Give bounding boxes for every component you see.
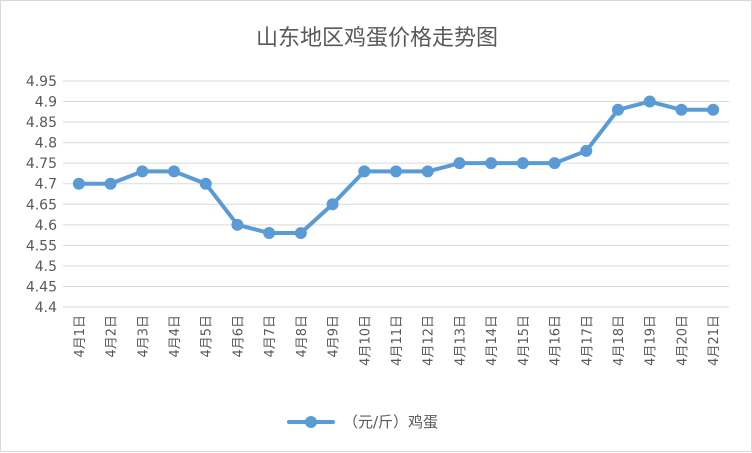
- x-tick-label: 4月12日: [422, 315, 437, 366]
- y-tick-label: 4.6: [35, 218, 57, 234]
- x-tick-label: 4月4日: [168, 315, 183, 358]
- data-point: [485, 157, 498, 170]
- legend: （元/斤）鸡蛋: [287, 413, 438, 431]
- y-tick-label: 4.55: [26, 238, 57, 254]
- x-tick-label: 4月13日: [453, 315, 468, 366]
- y-tick-label: 4.9: [35, 95, 57, 111]
- y-tick-label: 4.85: [26, 115, 57, 131]
- data-point: [707, 103, 720, 116]
- data-point: [612, 103, 624, 116]
- x-tick-label: 4月8日: [295, 315, 310, 358]
- series-layer: [72, 95, 720, 240]
- data-point: [168, 165, 180, 178]
- data-point: [104, 177, 117, 190]
- y-tick-label: 4.5: [35, 259, 57, 275]
- legend-series-name: （元/斤）鸡蛋: [343, 413, 438, 431]
- data-point: [231, 218, 244, 231]
- legend-dot-marker: [305, 416, 317, 428]
- data-point: [72, 177, 85, 190]
- x-tick-label: 4月3日: [136, 315, 151, 358]
- data-point: [516, 157, 529, 170]
- x-tick-label: 4月6日: [231, 315, 246, 358]
- x-tick-label: 4月7日: [263, 315, 278, 358]
- y-tick-label: 4.8: [35, 136, 57, 152]
- y-tick-label: 4.75: [26, 156, 57, 172]
- y-tick-label: 4.4: [35, 300, 57, 316]
- data-point: [358, 165, 371, 178]
- data-point: [136, 165, 149, 178]
- data-point: [675, 103, 688, 116]
- x-tick-label: 4月10日: [358, 315, 373, 366]
- x-tick-label: 4月14日: [485, 315, 500, 366]
- data-point: [390, 165, 402, 178]
- x-tick-label: 4月2日: [105, 315, 120, 358]
- x-tick-label: 4月16日: [549, 315, 564, 366]
- x-tick-label: 4月15日: [517, 315, 532, 366]
- x-tick-label: 4月1日: [73, 315, 88, 358]
- y-tick-label: 4.45: [26, 279, 57, 295]
- data-point: [453, 157, 466, 170]
- x-tick-label: 4月21日: [707, 315, 722, 366]
- data-point: [548, 157, 561, 170]
- x-tick-label: 4月18日: [612, 315, 627, 366]
- x-tick-label: 4月19日: [644, 315, 659, 366]
- y-tick-label: 4.7: [35, 177, 57, 193]
- x-tick-label: 4月20日: [675, 315, 690, 366]
- x-axis-tick-labels: 4月1日 4月2日 4月3日 4月4日 4月5日 4月6日 4月7日 4月8日 4月9日 4月10…: [73, 315, 722, 366]
- x-tick-label: 4月5日: [200, 315, 215, 358]
- y-tick-label: 4.65: [26, 197, 57, 213]
- grid-lines: [63, 80, 729, 308]
- data-point: [263, 227, 276, 240]
- x-tick-label: 4月11日: [390, 315, 405, 366]
- x-tick-label: 4月17日: [580, 315, 595, 366]
- x-tick-label: 4月9日: [327, 315, 342, 358]
- data-point: [326, 198, 339, 211]
- chart-title: 山东地区鸡蛋价格走势图: [256, 26, 498, 51]
- y-tick-label: 4.95: [26, 74, 57, 90]
- data-point: [294, 227, 307, 240]
- data-point: [421, 165, 434, 178]
- data-point: [580, 144, 593, 157]
- data-point: [199, 177, 212, 190]
- data-point: [643, 95, 656, 108]
- y-axis-tick-labels: 4.4 4.45 4.5 4.55 4.6 4.65 4.7 4.75 4.8 4.85 4.9 4.…: [26, 74, 57, 316]
